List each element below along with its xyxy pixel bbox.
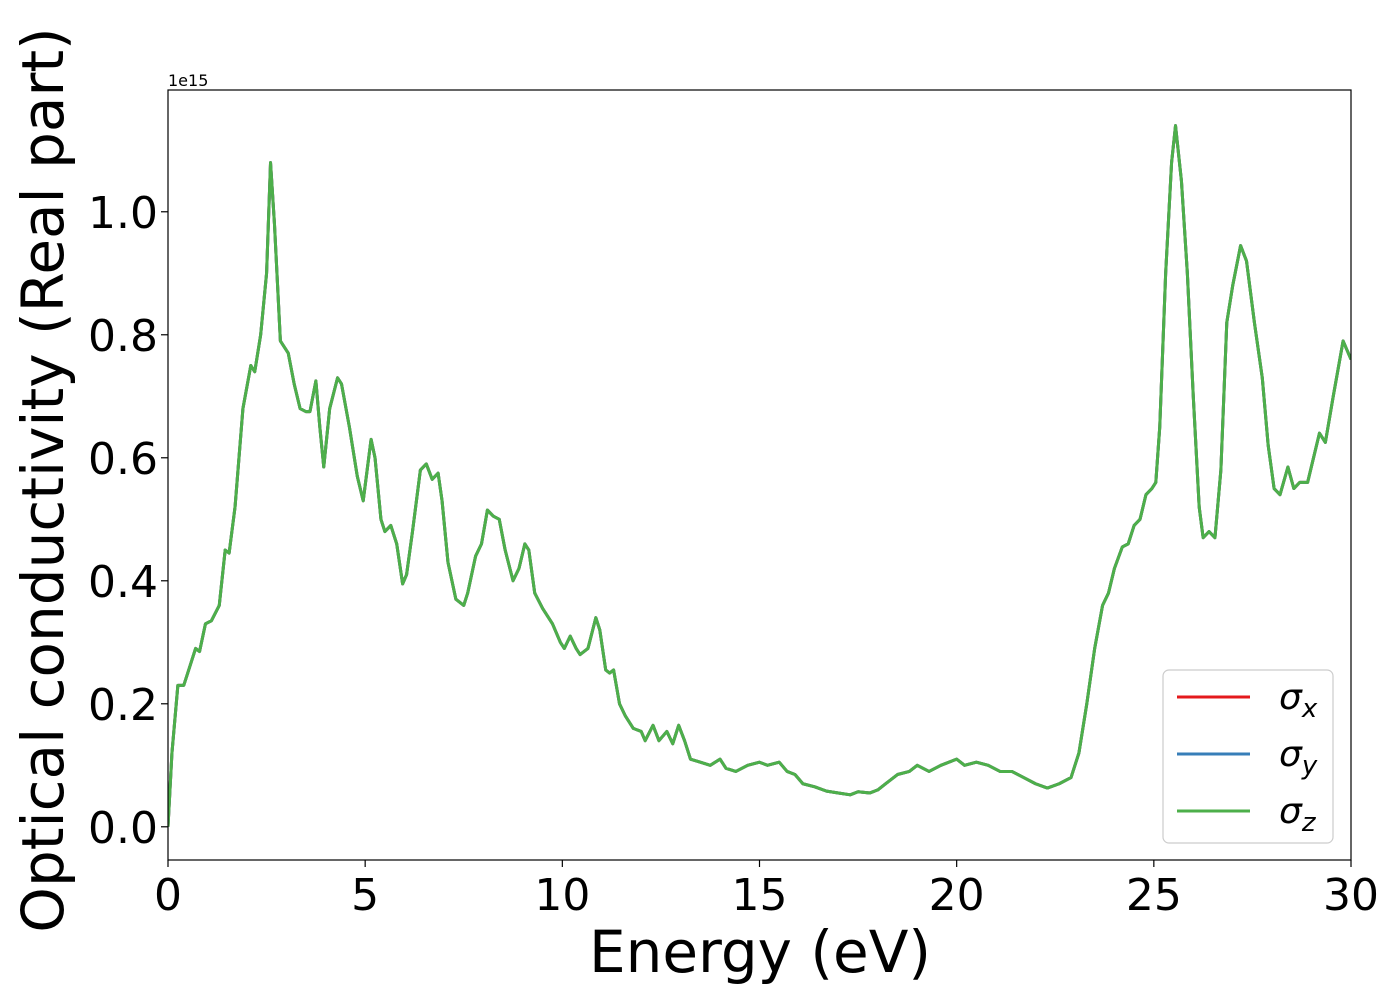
legend-subscript: z [1301, 808, 1317, 838]
x-tick-label: 25 [1126, 870, 1182, 921]
legend-subscript: x [1301, 694, 1318, 724]
legend-symbol: σ [1279, 677, 1303, 718]
legend-symbol: σ [1279, 734, 1303, 775]
x-tick-label: 5 [351, 870, 379, 921]
legend-label: σy [1279, 734, 1318, 781]
plot-frame [167, 89, 1352, 861]
y-offset-label: 1e15 [168, 71, 208, 90]
x-tick-label: 30 [1323, 870, 1379, 921]
y-tick-label: 0.2 [88, 680, 158, 731]
x-tick-label: 15 [732, 870, 788, 921]
x-tick-label: 10 [534, 870, 590, 921]
legend-box [1162, 669, 1334, 844]
legend-label: σz [1279, 791, 1317, 838]
x-axis-label: Energy (eV) [589, 918, 931, 986]
legend-symbol: σ [1279, 791, 1303, 832]
x-tick-label: 20 [929, 870, 985, 921]
legend-subscript: y [1301, 751, 1318, 781]
y-axis-label: Optical conductivity (Real part) [9, 27, 77, 932]
legend-label: σx [1279, 677, 1318, 724]
x-tick-label: 0 [154, 870, 182, 921]
series-line [168, 124, 1351, 827]
y-tick-label: 0.4 [88, 557, 158, 608]
y-tick-label: 0.6 [88, 434, 158, 485]
y-tick-label: 1.0 [88, 188, 158, 239]
y-tick-label: 0.0 [88, 803, 158, 854]
y-tick-label: 0.8 [88, 311, 158, 362]
